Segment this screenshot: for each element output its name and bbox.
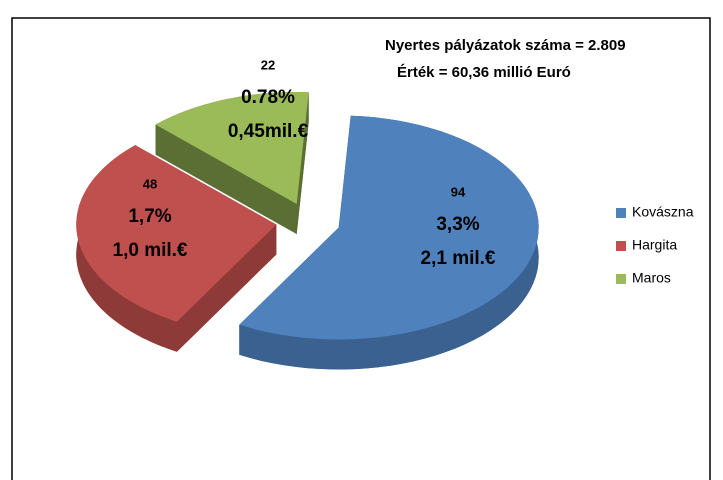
slice-side (176, 224, 277, 352)
data-label: 0.78% (241, 87, 295, 108)
slice-side (296, 92, 309, 234)
legend-swatch (616, 241, 626, 251)
legend-label: Hargita (632, 237, 677, 253)
slice (76, 145, 277, 322)
data-label: 1,0 mil.€ (113, 240, 188, 261)
legend-label: Maros (632, 270, 671, 286)
legend-swatch (616, 274, 626, 284)
data-label: 0,45mil.€ (228, 121, 309, 142)
data-label: 2,1 mil.€ (421, 248, 496, 269)
chart-frame (11, 17, 711, 480)
legend-label: Kovászna (632, 204, 694, 220)
slice-side (239, 115, 539, 370)
data-label: 94 (451, 184, 466, 199)
slice (155, 92, 309, 204)
slice (239, 115, 539, 340)
data-label: 3,3% (436, 214, 479, 235)
data-label: 1,7% (128, 206, 171, 227)
slice-side (155, 124, 297, 234)
annotation: Nyertes pályázatok száma = 2.809 (385, 37, 626, 54)
legend-swatch (616, 208, 626, 218)
data-label: 22 (261, 57, 275, 72)
data-label: 48 (143, 176, 157, 191)
annotation: Érték = 60,36 millió Euró (397, 64, 571, 81)
